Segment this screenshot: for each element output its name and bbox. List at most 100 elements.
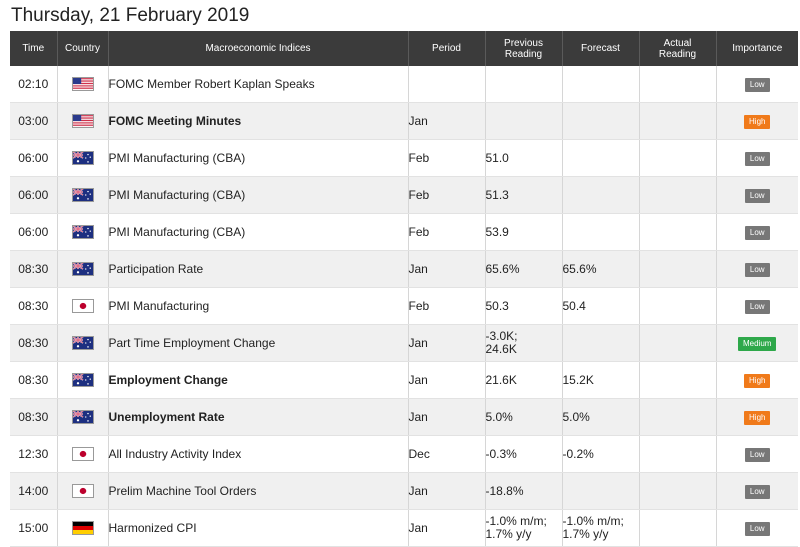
event-name: PMI Manufacturing (CBA) bbox=[108, 139, 409, 177]
event-name: Prelim Machine Tool Orders bbox=[108, 472, 409, 510]
importance-badge: Low bbox=[744, 448, 770, 462]
event-period: Jan bbox=[408, 250, 486, 288]
event-importance: High bbox=[716, 361, 798, 399]
event-forecast: 50.4 bbox=[562, 287, 640, 325]
event-country bbox=[57, 66, 109, 103]
event-country bbox=[57, 472, 109, 510]
importance-badge: Low bbox=[744, 522, 770, 536]
us-flag-icon bbox=[71, 114, 94, 129]
event-country bbox=[57, 509, 109, 547]
event-period: Jan bbox=[408, 102, 486, 140]
event-name: FOMC Member Robert Kaplan Speaks bbox=[108, 66, 409, 103]
event-previous: 51.3 bbox=[485, 176, 563, 214]
table-row: 12:30 All Industry Activity Index Dec -0.3%… bbox=[10, 435, 798, 473]
event-name: PMI Manufacturing (CBA) bbox=[108, 213, 409, 251]
event-forecast: 65.6% bbox=[562, 250, 640, 288]
table-row: 08:30 Unemployment Rate Jan 5.0% 5.0% High bbox=[10, 398, 798, 436]
event-forecast bbox=[562, 472, 640, 510]
au-flag-icon bbox=[71, 225, 94, 240]
de-flag-icon bbox=[71, 521, 94, 536]
event-country bbox=[57, 324, 109, 362]
importance-badge: Low bbox=[744, 263, 770, 277]
au-flag-icon bbox=[71, 336, 94, 351]
event-country bbox=[57, 250, 109, 288]
event-name: Harmonized CPI bbox=[108, 509, 409, 547]
event-time: 02:10 bbox=[10, 66, 58, 103]
event-actual bbox=[639, 435, 717, 473]
event-period: Jan bbox=[408, 361, 486, 399]
importance-badge: Low bbox=[744, 189, 770, 203]
event-period: Feb bbox=[408, 213, 486, 251]
event-previous: -0.3% bbox=[485, 435, 563, 473]
event-period: Jan bbox=[408, 509, 486, 547]
event-previous: -1.0% m/m; 1.7% y/y bbox=[485, 509, 563, 547]
table-row: 06:00 PMI Manufacturing (CBA) Feb 51.3 Low bbox=[10, 176, 798, 214]
event-period: Jan bbox=[408, 324, 486, 362]
event-time: 06:00 bbox=[10, 139, 58, 177]
event-actual bbox=[639, 102, 717, 140]
column-header-indices: Macroeconomic Indices bbox=[108, 31, 409, 66]
event-previous: 65.6% bbox=[485, 250, 563, 288]
au-flag-icon bbox=[71, 188, 94, 203]
importance-badge: Low bbox=[744, 226, 770, 240]
column-header-country: Country bbox=[57, 31, 109, 66]
event-name: PMI Manufacturing (CBA) bbox=[108, 176, 409, 214]
au-flag-icon bbox=[71, 262, 94, 277]
event-previous: 53.9 bbox=[485, 213, 563, 251]
table-row: 08:30 Employment Change Jan 21.6K 15.2K High bbox=[10, 361, 798, 399]
event-country bbox=[57, 398, 109, 436]
event-previous: 51.0 bbox=[485, 139, 563, 177]
event-time: 08:30 bbox=[10, 324, 58, 362]
event-name: Unemployment Rate bbox=[108, 398, 409, 436]
table-row: 02:10 FOMC Member Robert Kaplan Speaks Low bbox=[10, 66, 798, 103]
event-name: All Industry Activity Index bbox=[108, 435, 409, 473]
event-name: Employment Change bbox=[108, 361, 409, 399]
previous-line-2: Reading bbox=[504, 48, 543, 60]
event-country bbox=[57, 176, 109, 214]
table-row: 15:00 Harmonized CPI Jan -1.0% m/m; 1.7% y/y… bbox=[10, 509, 798, 547]
column-header-time: Time bbox=[10, 31, 58, 66]
event-time: 08:30 bbox=[10, 250, 58, 288]
table-row: 08:30 PMI Manufacturing Feb 50.3 50.4 Low bbox=[10, 287, 798, 325]
table-row: 08:30 Participation Rate Jan 65.6% 65.6% Low bbox=[10, 250, 798, 288]
column-header-importance: Importance bbox=[716, 31, 798, 66]
event-country bbox=[57, 139, 109, 177]
event-time: 08:30 bbox=[10, 398, 58, 436]
event-country bbox=[57, 213, 109, 251]
event-forecast: 15.2K bbox=[562, 361, 640, 399]
event-previous: 21.6K bbox=[485, 361, 563, 399]
event-name: Participation Rate bbox=[108, 250, 409, 288]
event-time: 08:30 bbox=[10, 287, 58, 325]
event-importance: High bbox=[716, 398, 798, 436]
event-period: Jan bbox=[408, 398, 486, 436]
table-row: 03:00 FOMC Meeting Minutes Jan High bbox=[10, 102, 798, 140]
au-flag-icon bbox=[71, 410, 94, 425]
event-actual bbox=[639, 66, 717, 103]
event-previous: -3.0K; 24.6K bbox=[485, 324, 563, 362]
event-forecast bbox=[562, 213, 640, 251]
event-forecast: -0.2% bbox=[562, 435, 640, 473]
event-time: 06:00 bbox=[10, 176, 58, 214]
jp-flag-icon bbox=[71, 299, 94, 314]
event-time: 06:00 bbox=[10, 213, 58, 251]
table-header-row: Time Country Macroeconomic Indices Perio… bbox=[10, 31, 798, 66]
event-importance: Low bbox=[716, 509, 798, 547]
event-period bbox=[408, 66, 486, 103]
page-title: Thursday, 21 February 2019 bbox=[11, 5, 250, 26]
event-previous: 50.3 bbox=[485, 287, 563, 325]
au-flag-icon bbox=[71, 373, 94, 388]
event-importance: Low bbox=[716, 176, 798, 214]
event-name: Part Time Employment Change bbox=[108, 324, 409, 362]
table-row: 06:00 PMI Manufacturing (CBA) Feb 51.0 Low bbox=[10, 139, 798, 177]
event-previous bbox=[485, 66, 563, 103]
event-forecast: -1.0% m/m; 1.7% y/y bbox=[562, 509, 640, 547]
jp-flag-icon bbox=[71, 447, 94, 462]
event-importance: Medium bbox=[716, 324, 798, 362]
event-forecast bbox=[562, 324, 640, 362]
previous-line-1: Previous bbox=[504, 37, 543, 49]
event-time: 12:30 bbox=[10, 435, 58, 473]
event-actual bbox=[639, 509, 717, 547]
event-time: 14:00 bbox=[10, 472, 58, 510]
event-importance: Low bbox=[716, 139, 798, 177]
event-previous: -18.8% bbox=[485, 472, 563, 510]
